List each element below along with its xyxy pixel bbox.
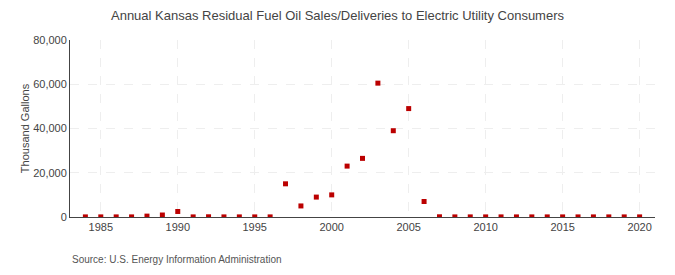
svg-text:1985: 1985 [89,221,113,233]
svg-text:Thousand Gallons: Thousand Gallons [19,83,31,173]
svg-text:1990: 1990 [166,221,190,233]
svg-text:2015: 2015 [550,221,574,233]
svg-text:40,000: 40,000 [33,122,67,134]
svg-text:2010: 2010 [473,221,497,233]
svg-text:60,000: 60,000 [33,78,67,90]
svg-text:80,000: 80,000 [33,34,67,46]
svg-text:2000: 2000 [319,221,343,233]
svg-text:0: 0 [61,211,67,223]
svg-text:Source: U.S. Energy Informatio: Source: U.S. Energy Information Administ… [72,254,282,265]
svg-text:2005: 2005 [396,221,420,233]
svg-text:2020: 2020 [627,221,651,233]
svg-text:20,000: 20,000 [33,167,67,179]
svg-text:Annual Kansas Residual Fuel Oi: Annual Kansas Residual Fuel Oil Sales/De… [111,8,565,23]
svg-text:1995: 1995 [242,221,266,233]
